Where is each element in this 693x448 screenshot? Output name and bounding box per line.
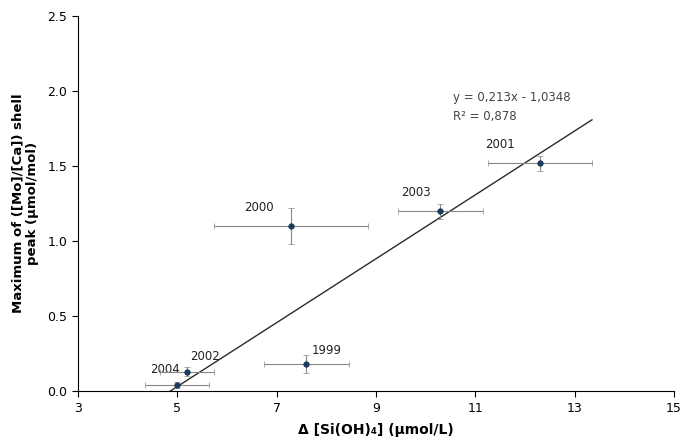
Text: 2004: 2004 [150, 363, 179, 376]
X-axis label: Δ [Si(OH)₄] (μmol/L): Δ [Si(OH)₄] (μmol/L) [298, 423, 454, 437]
Text: 1999: 1999 [311, 344, 342, 357]
Text: 2001: 2001 [485, 138, 515, 151]
Text: y = 0,213x - 1,0348
R² = 0,878: y = 0,213x - 1,0348 R² = 0,878 [453, 91, 570, 123]
Text: 2003: 2003 [401, 186, 430, 199]
Text: 2000: 2000 [245, 201, 274, 214]
Text: 2002: 2002 [190, 349, 220, 362]
Y-axis label: Maximum of ([Mo]/[Ca]) shell
peak (μmol/mol): Maximum of ([Mo]/[Ca]) shell peak (μmol/… [11, 94, 39, 314]
